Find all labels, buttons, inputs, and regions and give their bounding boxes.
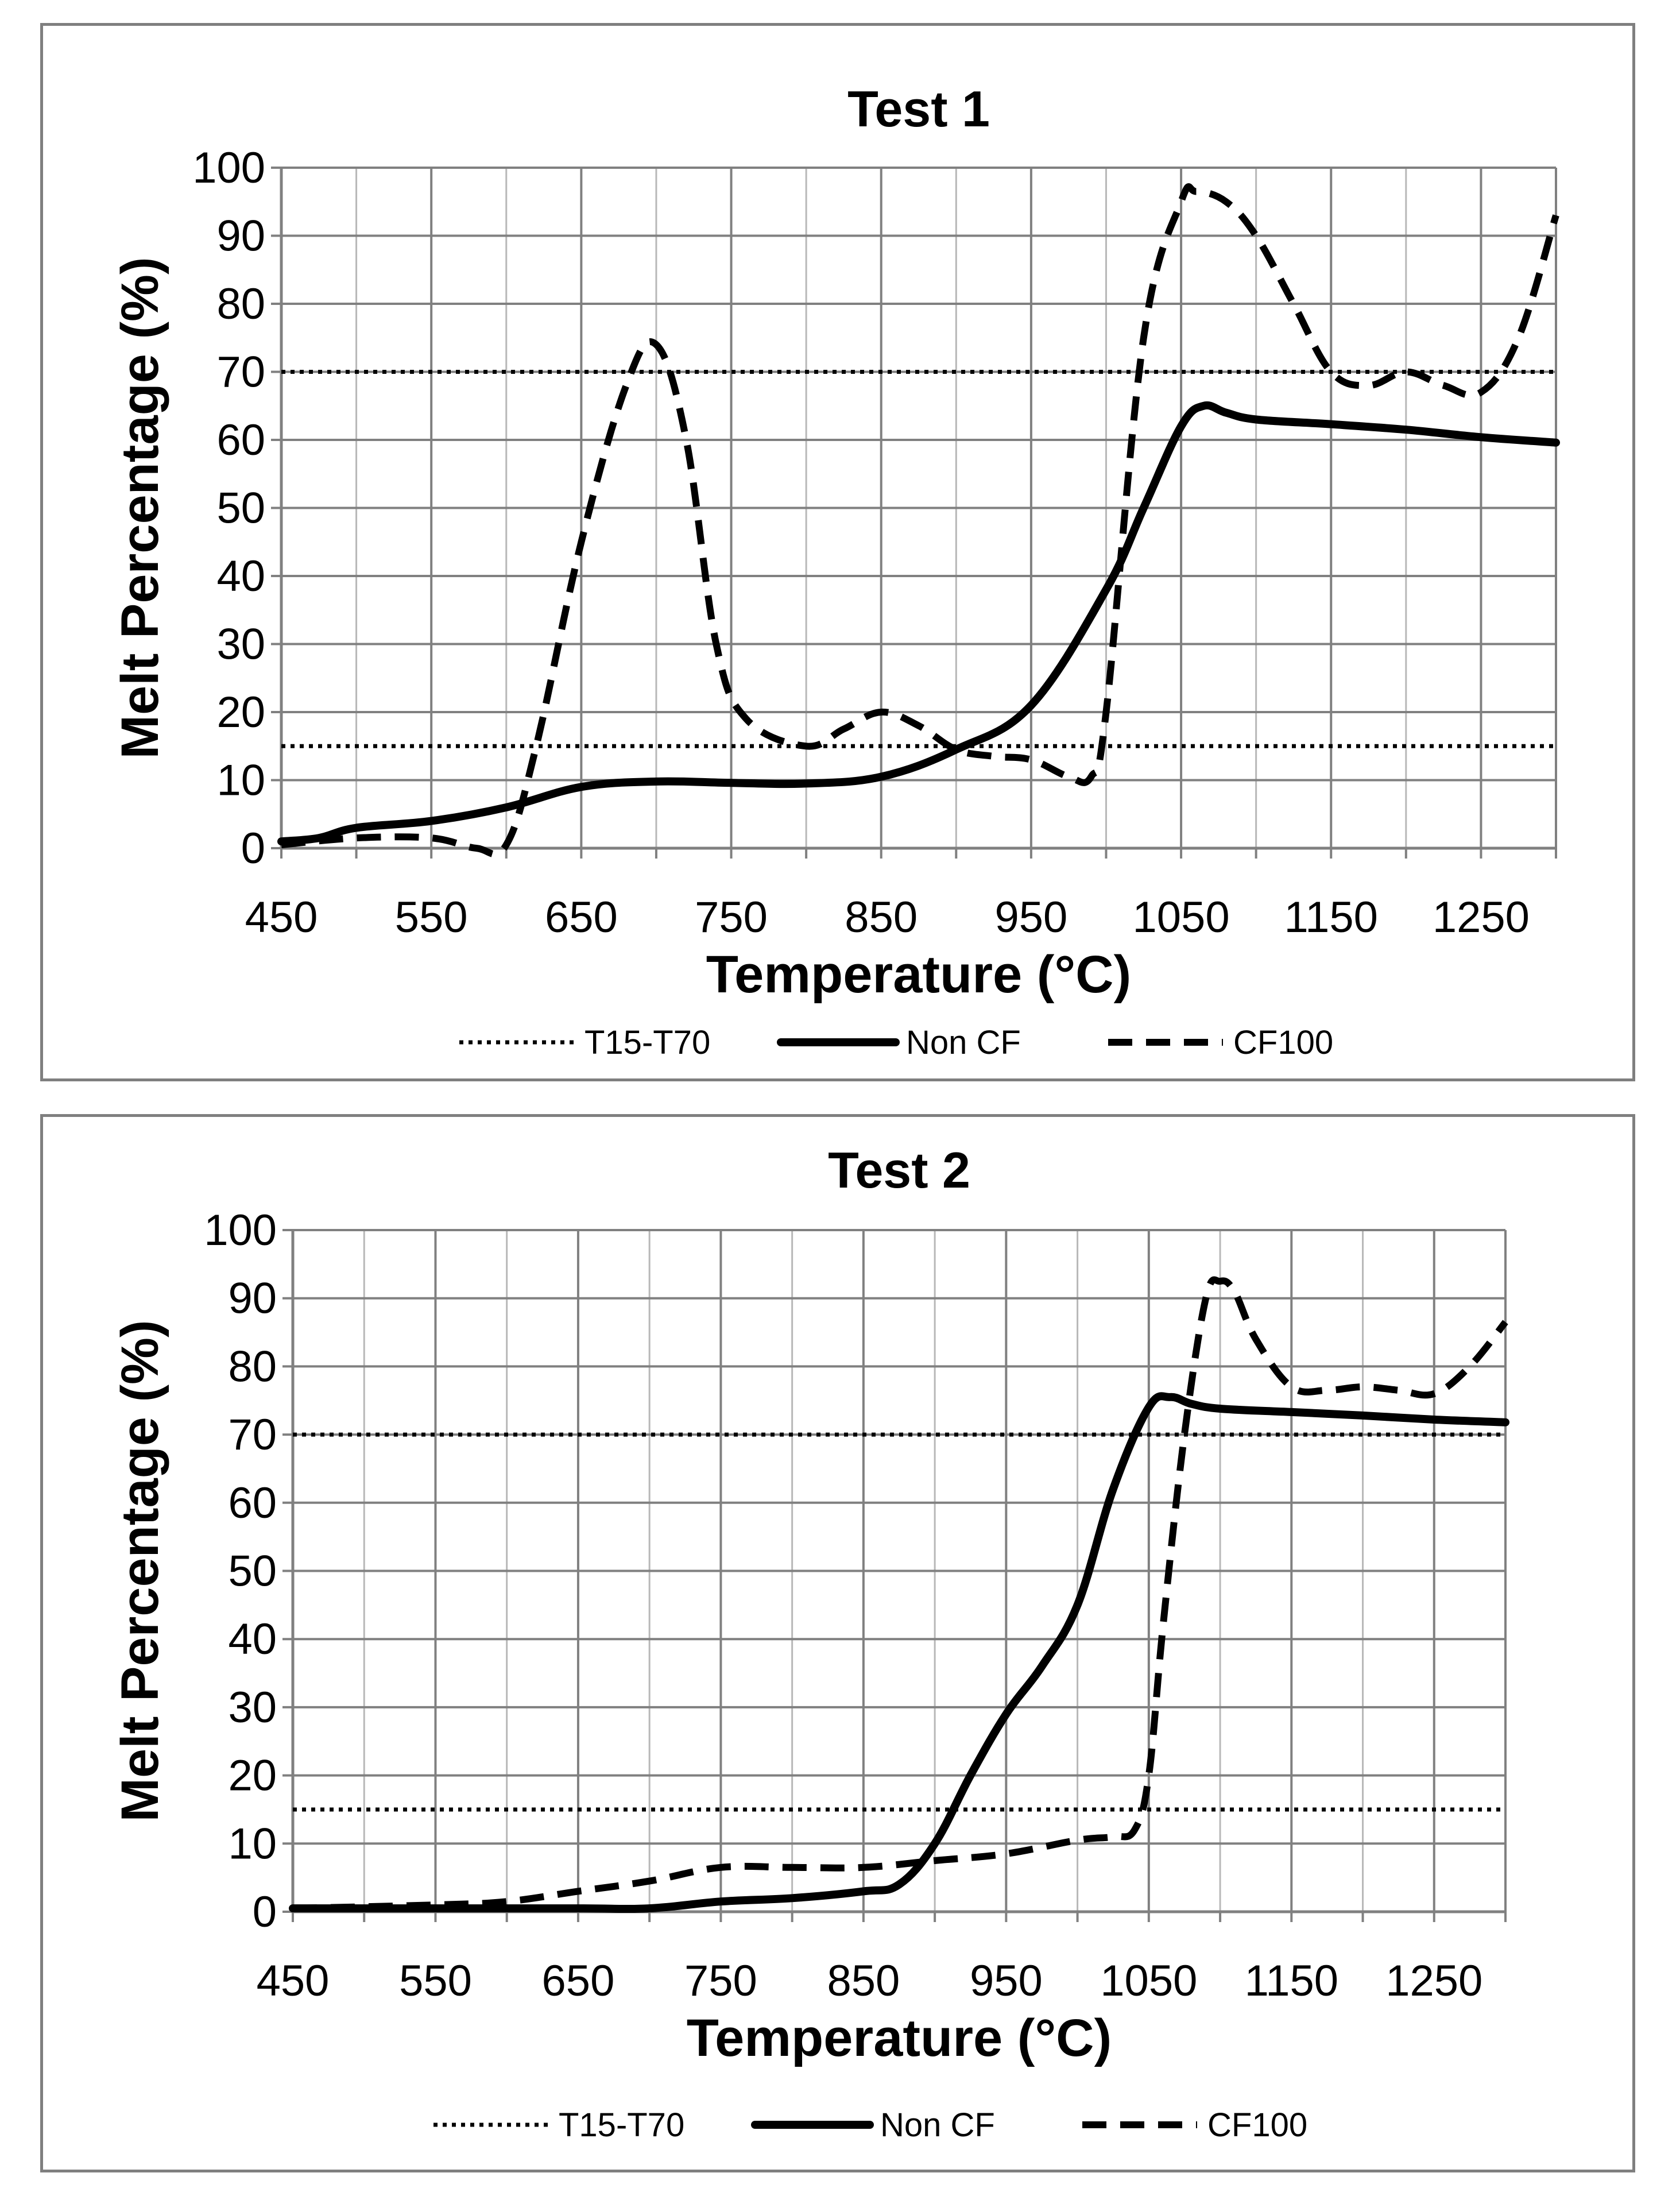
test2-xtick-label-950: 950 <box>970 1957 1043 2005</box>
test2-ytick-label-30: 30 <box>228 1683 277 1732</box>
test1-legend-label-cf100: CF100 <box>1233 1024 1333 1061</box>
test2-legend: T15-T70 Non CF CF100 <box>433 2106 1307 2144</box>
test1-x-axis-label: Temperature (°C) <box>706 945 1132 1004</box>
test2-legend-label-t15-t70: T15-T70 <box>559 2106 684 2144</box>
test1-ytick-label-40: 40 <box>216 552 265 601</box>
test1-ytick-label-0: 0 <box>241 824 265 873</box>
chart-panel-test-2: Test 2 0 10 20 30 40 50 60 70 80 90 100 450 550 650 750… <box>40 1114 1635 2172</box>
test2-ytick-label-70: 70 <box>228 1410 277 1459</box>
test1-legend: T15-T70 Non CF CF100 <box>459 1024 1333 1061</box>
test2-ytick-label-50: 50 <box>228 1547 277 1596</box>
test1-xtick-label-1150: 1150 <box>1284 893 1378 942</box>
test2-xtick-label-550: 550 <box>399 1957 472 2005</box>
test2-xtick-label-1050: 1050 <box>1100 1957 1197 2005</box>
test1-ytick-label-80: 80 <box>216 280 265 328</box>
test1-legend-label-non-cf: Non CF <box>906 1024 1021 1061</box>
test2-series-non-cf <box>289 1392 1509 1913</box>
test2-legend-label-non-cf: Non CF <box>880 2106 995 2144</box>
test2-ytick-label-0: 0 <box>253 1888 277 1936</box>
test1-series-cf100 <box>281 183 1559 858</box>
test1-xtick-label-850: 850 <box>845 893 918 942</box>
test1-ytick-label-20: 20 <box>216 688 265 737</box>
test2-gridlines <box>293 1229 1507 1912</box>
test2-series-cf100 <box>292 1276 1508 1912</box>
test1-ytick-label-10: 10 <box>216 756 265 805</box>
test1-ytick-label-100: 100 <box>192 144 265 192</box>
test1-ytick-label-50: 50 <box>216 484 265 533</box>
test2-ytick-label-80: 80 <box>228 1342 277 1391</box>
test1-ytick-label-30: 30 <box>216 620 265 669</box>
test2-ytick-label-90: 90 <box>228 1274 277 1323</box>
test2-ytick-label-40: 40 <box>228 1615 277 1664</box>
test2-xtick-label-850: 850 <box>827 1957 900 2005</box>
chart-panel-test-1: Test 1 0 10 20 30 40 50 60 70 80 90 100 450 550 650 750… <box>40 23 1635 1081</box>
test1-xtick-label-650: 650 <box>545 893 618 942</box>
test2-ytick-label-20: 20 <box>228 1752 277 1800</box>
test2-xtick-label-1150: 1150 <box>1245 1957 1338 2005</box>
test1-ytick-label-90: 90 <box>216 212 265 261</box>
test2-ytick-label-10: 10 <box>228 1819 277 1868</box>
test1-y-axis-label: Melt Percentage (%) <box>111 257 169 759</box>
test1-xtick-label-750: 750 <box>695 893 768 942</box>
test1-xtick-label-950: 950 <box>994 893 1067 942</box>
test2-title: Test 2 <box>828 1142 970 1198</box>
test2-x-axis-label: Temperature (°C) <box>687 2009 1112 2067</box>
test2-xtick-label-750: 750 <box>684 1957 757 2005</box>
test1-gridlines <box>281 167 1557 848</box>
test2-xtick-label-450: 450 <box>257 1957 330 2005</box>
test1-series-non-cf <box>277 401 1560 846</box>
test1-xtick-label-1250: 1250 <box>1433 893 1530 942</box>
test2-y-axis-label: Melt Percentage (%) <box>111 1320 169 1822</box>
test1-xtick-label-550: 550 <box>395 893 468 942</box>
test1-legend-label-t15-t70: T15-T70 <box>584 1024 710 1061</box>
test2-ytick-label-60: 60 <box>228 1479 277 1528</box>
test2-xtick-label-1250: 1250 <box>1385 1957 1482 2005</box>
test1-xtick-label-1050: 1050 <box>1133 893 1230 942</box>
test1-ytick-label-70: 70 <box>216 348 265 397</box>
test2-xtick-label-650: 650 <box>542 1957 615 2005</box>
chart-test-2: Test 2 0 10 20 30 40 50 60 70 80 90 100 450 550 650 750… <box>111 1142 1509 2144</box>
test1-ytick-label-60: 60 <box>216 416 265 465</box>
test1-title: Test 1 <box>847 80 990 137</box>
test2-legend-label-cf100: CF100 <box>1207 2106 1307 2144</box>
test2-ytick-label-100: 100 <box>204 1206 277 1255</box>
test1-xtick-label-450: 450 <box>245 893 318 942</box>
chart-test-1: Test 1 0 10 20 30 40 50 60 70 80 90 100 450 550 650 750… <box>111 80 1560 1061</box>
